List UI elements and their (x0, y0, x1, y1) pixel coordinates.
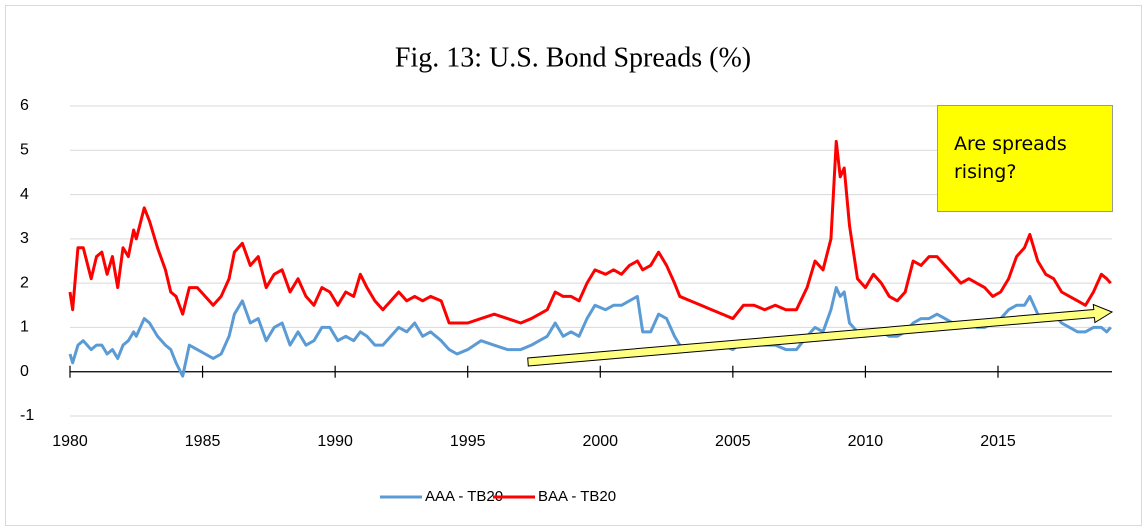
y-tick-label: 1 (20, 319, 29, 336)
x-tick-label: 2000 (582, 433, 618, 450)
chart-title: Fig. 13: U.S. Bond Spreads (%) (395, 42, 751, 73)
series-line (68, 139, 1112, 325)
y-tick-label: 3 (20, 230, 29, 247)
x-tick-label: 1980 (52, 433, 88, 450)
x-tick-label: 1995 (450, 433, 486, 450)
series-line (68, 286, 1112, 378)
y-tick-label: 6 (20, 97, 29, 114)
y-tick-label: 5 (20, 142, 29, 159)
x-tick-label: 1990 (317, 433, 353, 450)
y-tick-label: 4 (20, 186, 29, 203)
y-tick-label: 0 (20, 363, 29, 380)
legend-label: BAA - TB20 (538, 488, 616, 505)
y-tick-label: 2 (20, 274, 29, 291)
x-tick-label: 2010 (848, 433, 884, 450)
chart-border (5, 5, 1142, 526)
x-tick-label: 2005 (715, 433, 751, 450)
y-tick-label: -1 (20, 407, 34, 424)
x-tick-label: 1985 (185, 433, 221, 450)
lines (68, 139, 1112, 378)
legend: AAA - TB20 BAA - TB20 (380, 488, 616, 505)
legend-label: AAA - TB20 (425, 488, 503, 505)
annotation: Are spreads rising? (937, 105, 1113, 212)
x-tick-label: 2015 (980, 433, 1016, 450)
trend-arrow (527, 303, 1114, 367)
